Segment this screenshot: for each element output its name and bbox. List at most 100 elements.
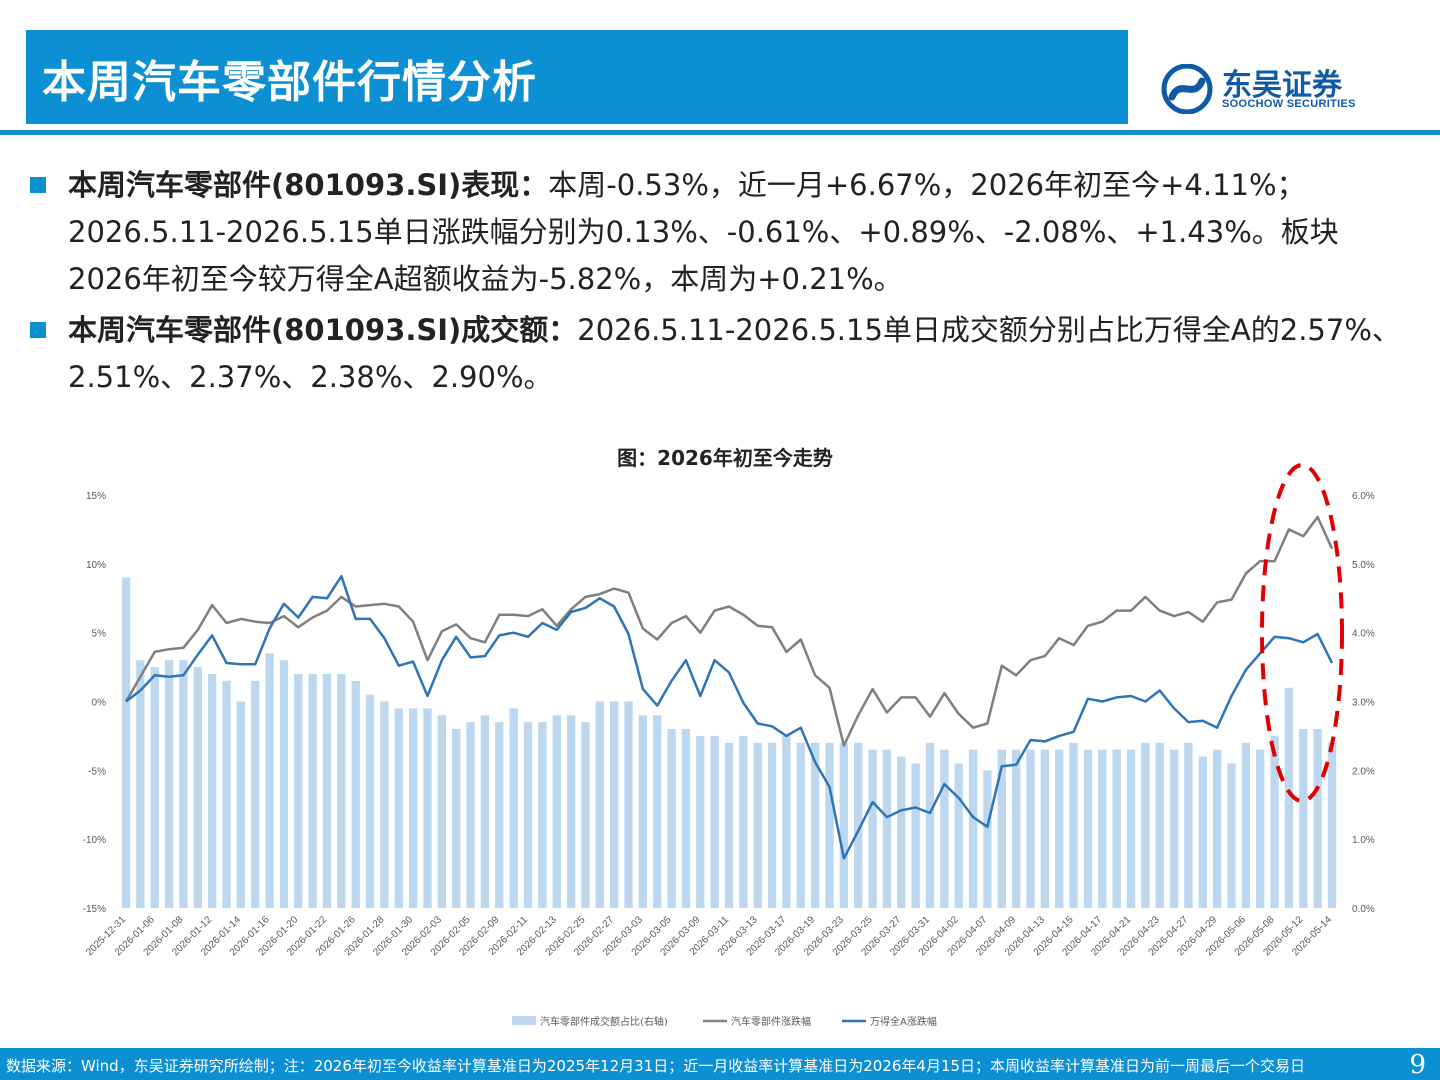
page-number: 9 <box>1409 1050 1426 1080</box>
bar <box>251 680 260 908</box>
bar <box>423 708 432 908</box>
company-logo: 东吴证券 SOOCHOW SECURITIES <box>1160 60 1370 116</box>
bullet-heading: 本周汽车零部件(801093.SI)表现： <box>68 168 549 202</box>
bullet-square-icon <box>30 322 46 338</box>
bar <box>1155 742 1164 908</box>
bar <box>365 694 375 908</box>
bar <box>538 722 547 908</box>
bar <box>724 742 734 908</box>
bar <box>1227 763 1236 908</box>
trend-chart: 图：2026年初至今走势 15% 10% 5% 0% -5% -10% -15% 6.0% 5… <box>83 446 1375 1028</box>
bar <box>294 673 303 908</box>
bar <box>207 673 217 908</box>
bar <box>351 680 360 908</box>
bar <box>1270 735 1279 908</box>
bar <box>150 667 159 908</box>
y-right-tick-label: 4.0% <box>1352 629 1375 640</box>
bar <box>1241 742 1251 908</box>
bar <box>854 742 863 908</box>
bar <box>882 749 892 908</box>
page-title: 本周汽车零部件行情分析 <box>42 57 537 108</box>
series-line-sector <box>124 515 1334 747</box>
footer-bar <box>0 1048 1440 1080</box>
bar <box>1141 742 1150 908</box>
bullet-performance: 本周汽车零部件(801093.SI)表现：本周-0.53%，近一月+6.67%，… <box>22 162 1412 303</box>
bar <box>1198 756 1207 908</box>
bar <box>308 673 317 908</box>
logo-text-cn: 东吴证券 <box>1222 68 1342 103</box>
logo-text-en: SOOCHOW SECURITIES <box>1222 98 1356 110</box>
header-divider <box>0 130 1440 135</box>
bullet-heading: 本周汽车零部件(801093.SI)成交额： <box>68 313 578 347</box>
bar <box>509 708 518 908</box>
bar <box>121 577 131 908</box>
bar <box>767 742 777 908</box>
y-left-tick-label: -5% <box>88 766 106 777</box>
y-left-tick-label: 0% <box>92 698 107 709</box>
bar <box>1313 729 1322 908</box>
bar <box>1040 749 1050 908</box>
bar <box>279 660 289 908</box>
bar <box>1169 749 1179 908</box>
y-left-tick-label: 15% <box>86 491 106 502</box>
bar <box>322 673 332 908</box>
bullet-text: 2026.5.11-2026.5.15单日成交额分别占比万得全A的2.57%、2… <box>68 313 1401 394</box>
bar <box>1083 749 1093 908</box>
bar <box>796 742 805 908</box>
bar <box>954 763 963 908</box>
bar <box>681 729 691 908</box>
bar <box>1126 749 1136 908</box>
logo-mark-icon <box>1161 64 1213 114</box>
bar <box>1055 749 1064 908</box>
bar <box>1299 729 1308 908</box>
bar <box>739 735 748 908</box>
bar <box>624 701 633 908</box>
bar <box>1327 742 1337 908</box>
bullet-square-icon <box>30 177 46 193</box>
bar <box>408 708 418 908</box>
bar <box>868 749 877 908</box>
y-right-tick-label: 2.0% <box>1352 766 1375 777</box>
bar <box>940 749 949 908</box>
legend-swatch-bar <box>512 1016 536 1025</box>
bullet-turnover: 本周汽车零部件(801093.SI)成交额：2026.5.11-2026.5.1… <box>22 307 1412 401</box>
bar <box>394 708 403 908</box>
bar <box>653 715 662 908</box>
bar <box>1069 742 1078 908</box>
bar <box>480 715 490 908</box>
bar <box>466 722 475 908</box>
legend-label-sector: 汽车零部件涨跌幅 <box>731 1015 811 1028</box>
bar <box>452 729 461 908</box>
bar <box>782 735 791 908</box>
bar <box>1284 687 1294 908</box>
bar <box>222 680 231 908</box>
bar <box>925 742 935 908</box>
bar <box>696 735 705 908</box>
legend-label-bar: 汽车零部件成交额占比(右轴) <box>540 1015 668 1028</box>
bar <box>595 701 604 908</box>
bar <box>1212 749 1222 908</box>
bar <box>437 715 447 908</box>
bar <box>380 701 389 908</box>
bar <box>265 653 274 908</box>
bar <box>523 722 533 908</box>
bar <box>997 749 1006 908</box>
bar <box>638 715 648 908</box>
header-bar <box>26 30 1128 124</box>
bullet-text: 本周-0.53%，近一月+6.67%，2026年初至今+4.11%；2026.5… <box>68 168 1339 296</box>
bar <box>179 660 188 908</box>
bar <box>753 742 762 908</box>
bar <box>1011 749 1021 908</box>
bar <box>552 715 561 908</box>
bar <box>1256 749 1265 908</box>
bar <box>337 673 346 908</box>
bar <box>667 729 676 908</box>
bar <box>164 660 174 908</box>
bar <box>710 735 719 908</box>
chart-title: 图：2026年初至今走势 <box>617 446 833 470</box>
bar <box>810 742 820 908</box>
footer-note: 数据来源：Wind，东吴证券研究所绘制；注：2026年初至今收益率计算基准日为2… <box>6 1057 1306 1075</box>
bar <box>566 715 576 908</box>
y-right-tick-label: 0.0% <box>1352 904 1375 915</box>
bar <box>581 722 590 908</box>
